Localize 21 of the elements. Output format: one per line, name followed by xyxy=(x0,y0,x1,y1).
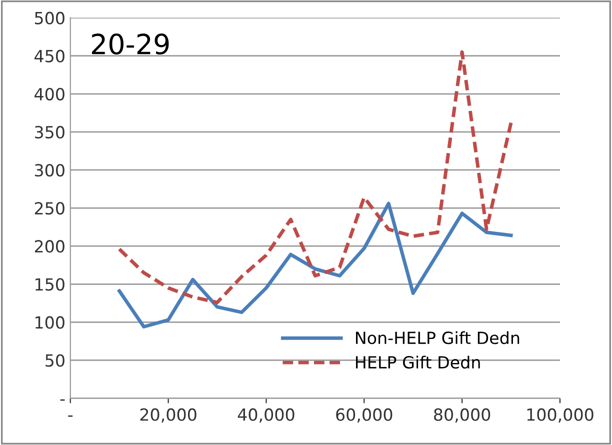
x-tick-label: 60,000 xyxy=(336,408,392,423)
y-tick-label: 350 xyxy=(34,126,64,139)
y-tick-label: 400 xyxy=(34,88,64,100)
y-tick-label: 450 xyxy=(34,50,64,62)
x-tick-label: 40,000 xyxy=(238,408,294,423)
y-tick-label: 250 xyxy=(34,202,64,215)
y-tick-label: 150 xyxy=(36,278,64,291)
x-tick-label: - xyxy=(68,415,73,417)
y-tick-label: 50 xyxy=(46,354,64,367)
x-tick-label: 80,000 xyxy=(434,408,490,423)
x-tick-label: 100,000 xyxy=(527,408,594,423)
y-tick-label: 300 xyxy=(34,164,64,177)
y-tick-label: 100 xyxy=(36,316,64,329)
x-tick-label: 20,000 xyxy=(140,408,196,423)
legend-label: HELP Gift Dedn xyxy=(356,356,480,369)
y-tick-label: 500 xyxy=(34,12,64,24)
legend-label: Non-HELP Gift Dedn xyxy=(356,331,520,344)
chart-title: 20-29 xyxy=(92,34,169,55)
y-tick-label: - xyxy=(60,399,65,401)
y-tick-label: 200 xyxy=(34,240,64,253)
line-series xyxy=(118,202,513,328)
